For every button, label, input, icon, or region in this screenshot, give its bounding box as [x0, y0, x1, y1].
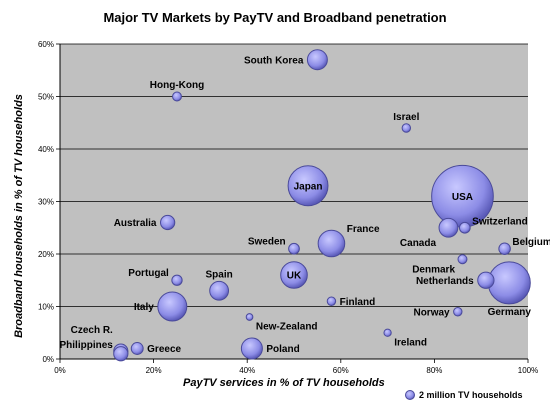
bubble-portugal — [171, 274, 183, 286]
y-tick-label: 20% — [38, 250, 54, 259]
label-france: France — [347, 224, 380, 235]
x-tick-label: 100% — [518, 366, 538, 375]
label-south-korea: South Korea — [244, 55, 304, 66]
label-israel: Israel — [393, 112, 419, 123]
bubble-finland — [326, 296, 337, 306]
legend-label: 2 million TV households — [419, 390, 523, 400]
bubble-france — [317, 229, 346, 258]
bubble-labels: South Korea Hong-Kong Israel Japan USA Austra… — [59, 55, 550, 355]
label-australia: Australia — [114, 218, 157, 229]
x-axis-label: PayTV services in % of TV households — [183, 377, 385, 389]
bubble-sweden — [288, 242, 300, 255]
legend: 2 million TV households — [405, 390, 523, 400]
label-finland: Finland — [340, 297, 376, 308]
bubble-greece — [130, 342, 144, 355]
bubble-australia — [160, 214, 176, 231]
bubble-denmark — [457, 254, 468, 265]
label-greece: Greece — [147, 344, 181, 355]
bubble-uk — [280, 261, 308, 289]
y-axis-ticks: 0% 10% 20% 30% 40% 50% 60% — [38, 40, 60, 364]
label-spain: Spain — [206, 269, 233, 280]
y-axis-label: Broadband households in % of TV househol… — [13, 94, 25, 338]
y-tick-label: 60% — [38, 40, 54, 49]
bubbles — [113, 49, 531, 362]
label-sweden: Sweden — [248, 236, 286, 247]
bubble-new-zealand — [245, 313, 254, 321]
bubble-poland — [240, 337, 263, 360]
label-hong-kong: Hong-Kong — [150, 80, 204, 91]
bubble-netherlands — [477, 271, 495, 289]
y-tick-label: 40% — [38, 145, 54, 154]
label-czech-r: Czech R. — [71, 325, 113, 336]
label-japan: Japan — [294, 181, 323, 192]
bubble-canada — [438, 217, 459, 238]
bubble-japan — [287, 165, 329, 207]
x-tick-label: 80% — [426, 366, 442, 375]
chart-title: Major TV Markets by PayTV and Broadband … — [103, 10, 446, 25]
x-tick-label: 60% — [333, 366, 349, 375]
y-tick-label: 10% — [38, 303, 54, 312]
bubble-belgium — [498, 242, 511, 256]
legend-bubble — [405, 390, 415, 400]
bubble-italy — [157, 291, 188, 322]
label-philippines: Philippines — [59, 340, 113, 351]
x-axis-ticks: 0% 20% 40% 60% 80% 100% — [54, 359, 538, 375]
bubble-hong-kong — [172, 91, 182, 102]
label-new-zealand: New-Zealand — [256, 321, 318, 332]
x-tick-label: 20% — [146, 366, 162, 375]
label-poland: Poland — [266, 344, 299, 355]
bubble-israel — [401, 123, 412, 133]
label-switzerland: Switzerland — [472, 216, 528, 227]
label-netherlands: Netherlands — [416, 276, 474, 287]
label-ireland: Ireland — [394, 337, 427, 348]
label-germany: Germany — [488, 307, 532, 318]
x-tick-label: 0% — [54, 366, 66, 375]
bubble-norway — [453, 307, 463, 317]
label-italy: Italy — [134, 302, 154, 313]
bubble-spain — [209, 280, 230, 301]
label-usa: USA — [452, 192, 473, 203]
bubble-germany — [487, 261, 531, 305]
label-portugal: Portugal — [128, 268, 169, 279]
bubble-south-korea — [306, 49, 328, 71]
label-belgium: Belgium — [512, 237, 550, 248]
label-uk: UK — [287, 271, 302, 282]
bubble-philippines — [113, 346, 129, 362]
bubble-switzerland — [458, 221, 471, 234]
label-canada: Canada — [400, 238, 437, 249]
y-tick-label: 50% — [38, 93, 54, 102]
x-tick-label: 40% — [239, 366, 255, 375]
label-norway: Norway — [413, 307, 450, 318]
y-tick-label: 30% — [38, 198, 54, 207]
bubble-ireland — [383, 328, 392, 337]
label-denmark: Denmark — [412, 265, 455, 276]
y-tick-label: 0% — [42, 355, 54, 364]
